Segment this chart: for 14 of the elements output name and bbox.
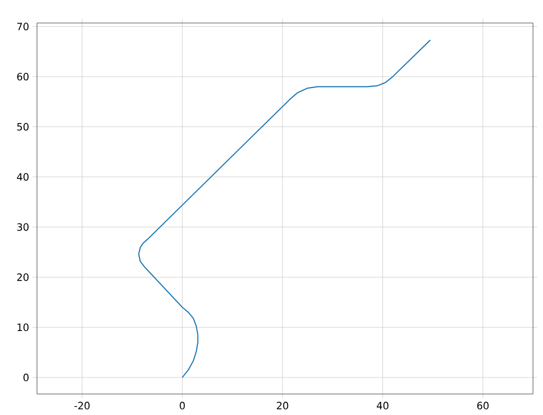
y-tick-label: 30 — [17, 223, 29, 231]
y-tick-label: 60 — [17, 72, 29, 80]
y-tick-label: 40 — [16, 173, 29, 181]
y-tick-label: 10 — [18, 324, 29, 332]
y-tick-label: 50 — [17, 122, 29, 131]
x-tick-label: 40 — [376, 402, 388, 410]
y-tick-label: 0 — [23, 374, 29, 382]
y-tick-label: 70 — [17, 22, 29, 30]
x-tick-label: 20 — [276, 402, 288, 410]
x-tick-label: 60 — [477, 402, 489, 410]
line-series — [138, 40, 431, 378]
x-tick-label: -20 — [74, 402, 90, 410]
x-tick-label: 0 — [180, 402, 185, 410]
y-tick-label: 20 — [17, 273, 29, 281]
